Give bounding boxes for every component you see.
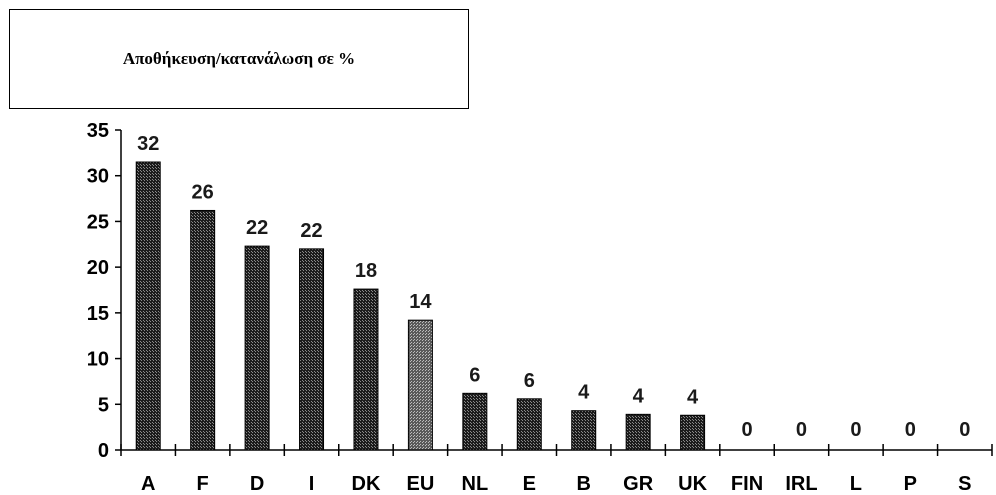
- bar-gr: [625, 413, 651, 451]
- y-tick-label: 0: [98, 440, 109, 462]
- data-label-l: 0: [850, 419, 861, 441]
- data-label-f: 26: [192, 181, 214, 203]
- y-tick-label: 5: [98, 394, 109, 416]
- bar-eu: [407, 319, 433, 451]
- bar-f: [190, 209, 216, 451]
- category-label-b: B: [576, 473, 590, 495]
- data-label-nl: 6: [469, 364, 480, 386]
- chart-title: Αποθήκευση/κατανάλωση σε %: [122, 49, 356, 68]
- bar-uk: [680, 414, 706, 451]
- data-label-irl: 0: [796, 419, 807, 441]
- data-label-uk: 4: [687, 386, 699, 408]
- bar-b: [571, 410, 597, 451]
- category-label-gr: GR: [623, 473, 654, 495]
- bar-e: [516, 398, 542, 451]
- chart-labels: 32 A 26 F 22 D 22 I 18 DK 14 EU 6 NL 6 E 4 B 4 GR 4 UK 0 FIN 0 IR…: [137, 133, 971, 495]
- data-label-e: 6: [524, 370, 535, 392]
- data-label-a: 32: [137, 133, 159, 155]
- data-label-gr: 4: [633, 385, 645, 407]
- bar-a: [135, 161, 161, 451]
- category-label-dk: DK: [352, 473, 381, 495]
- chart-bars: [135, 161, 706, 451]
- category-label-i: I: [309, 473, 315, 495]
- category-label-d: D: [250, 473, 264, 495]
- category-label-fin: FIN: [731, 473, 763, 495]
- category-label-s: S: [958, 473, 971, 495]
- category-label-f: F: [197, 473, 209, 495]
- data-label-s: 0: [959, 419, 970, 441]
- bar-d: [244, 245, 270, 451]
- category-label-p: P: [904, 473, 917, 495]
- category-label-irl: IRL: [785, 473, 817, 495]
- y-tick-label: 10: [87, 349, 109, 371]
- data-label-eu: 14: [409, 291, 432, 313]
- data-label-d: 22: [246, 217, 268, 239]
- y-tick-label: 30: [87, 166, 109, 188]
- data-label-b: 4: [578, 382, 590, 404]
- category-label-eu: EU: [407, 473, 435, 495]
- bar-dk: [353, 288, 379, 451]
- category-label-uk: UK: [678, 473, 707, 495]
- data-label-i: 22: [300, 220, 322, 242]
- category-label-a: A: [141, 473, 155, 495]
- y-tick-label: 20: [87, 257, 109, 279]
- bar-i: [299, 248, 325, 451]
- y-tick-label: 25: [87, 211, 109, 233]
- data-label-dk: 18: [355, 260, 377, 282]
- data-label-fin: 0: [741, 419, 752, 441]
- y-tick-label: 35: [87, 120, 109, 142]
- category-label-nl: NL: [462, 473, 489, 495]
- chart-title-box: Αποθήκευση/κατανάλωση σε %: [9, 9, 469, 109]
- category-label-l: L: [850, 473, 862, 495]
- category-label-e: E: [523, 473, 536, 495]
- y-tick-label: 15: [87, 303, 109, 325]
- bar-nl: [462, 392, 488, 451]
- data-label-p: 0: [905, 419, 916, 441]
